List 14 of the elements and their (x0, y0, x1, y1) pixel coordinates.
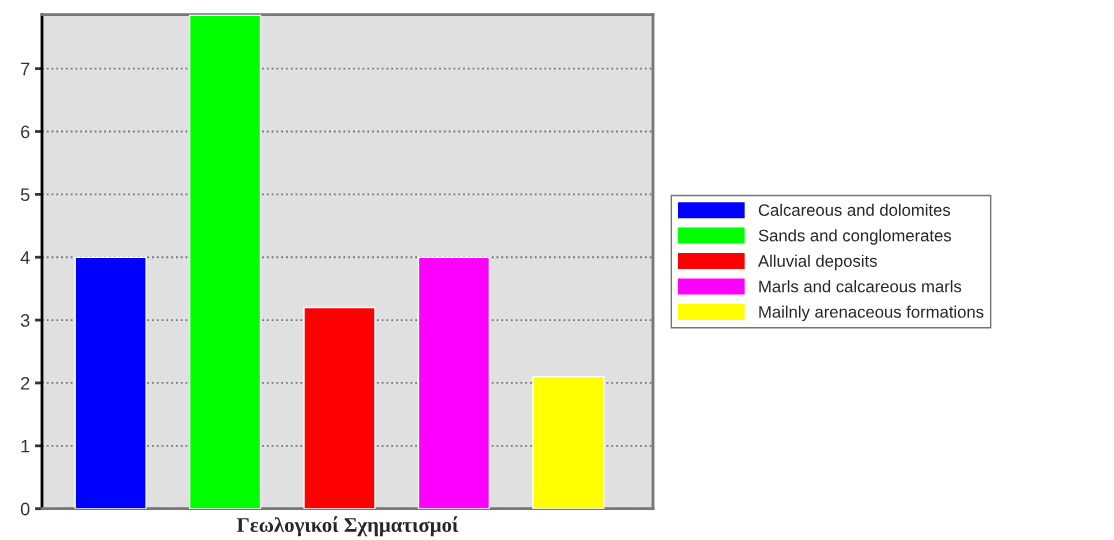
legend-label: Sands and conglomerates (758, 229, 952, 245)
legend-label: Mailnly arenaceous formations (759, 305, 984, 322)
y-tick-label: 4 (20, 251, 30, 264)
y-tick-label: 7 (21, 62, 30, 76)
legend-label: Calcareous and dolomites (758, 203, 951, 216)
legend-label: Alluvial deposits (758, 254, 877, 271)
y-tick-label: 2 (21, 376, 30, 390)
y-tick-label: 3 (20, 314, 30, 327)
legend-label: Marls and calcareous marls (759, 280, 962, 293)
x-axis-title: Γεωλογικοί Σχηματισμοί (236, 516, 459, 537)
y-tick-label: 0 (20, 502, 30, 516)
y-tick-label: 5 (20, 188, 30, 202)
y-tick-label: 1 (21, 439, 30, 453)
y-tick-label: 6 (21, 125, 30, 139)
